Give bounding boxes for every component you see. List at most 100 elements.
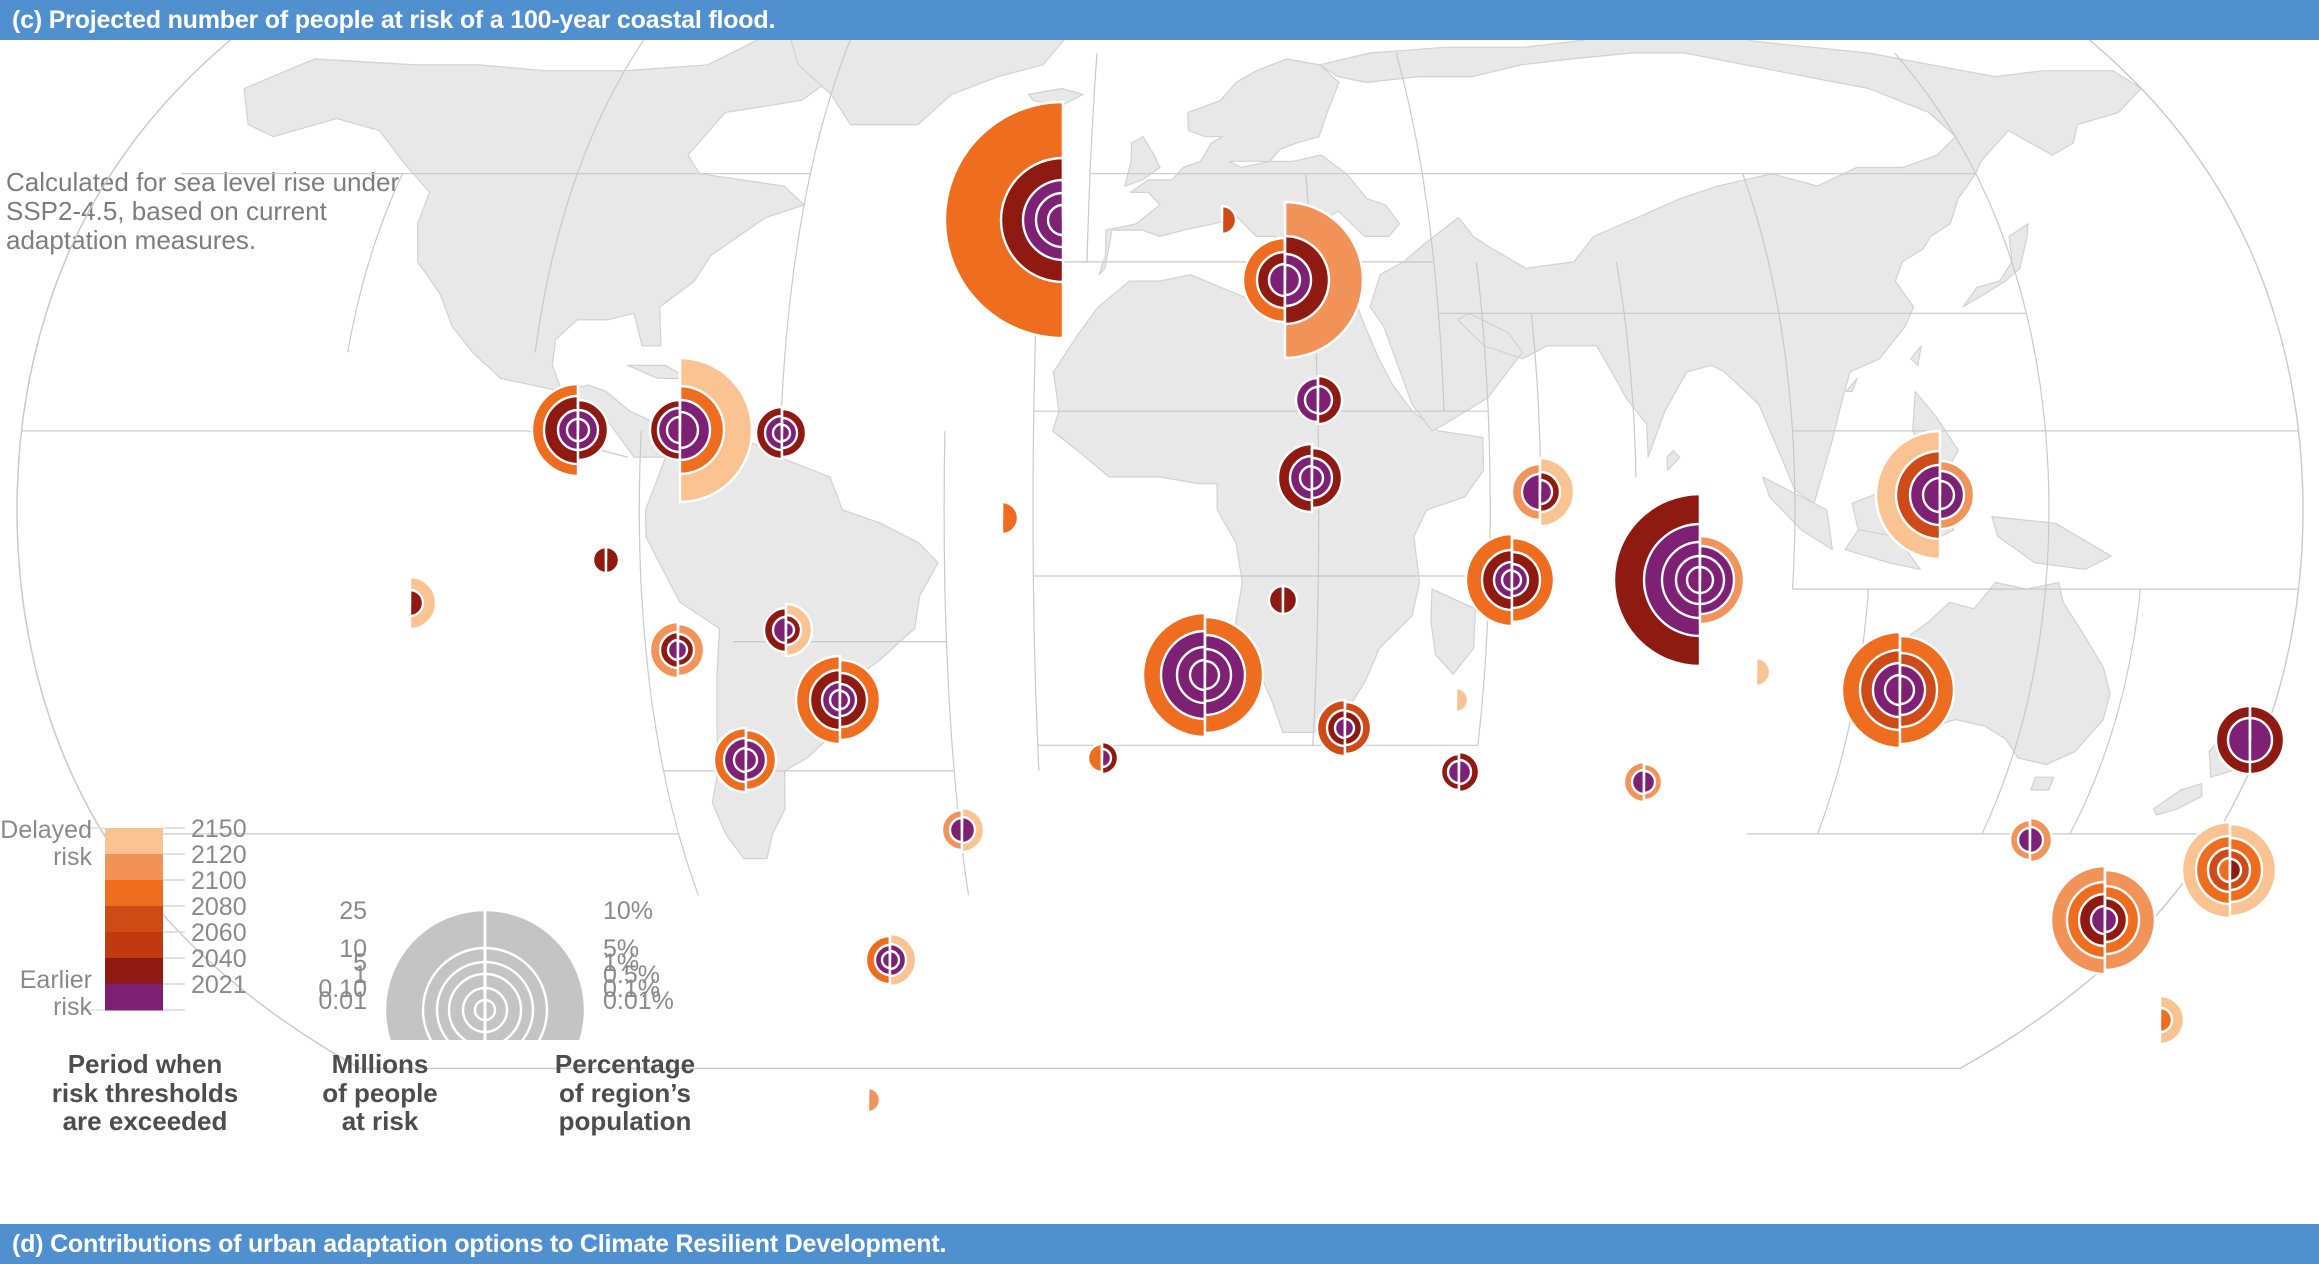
landmass-indonesia-2 — [1844, 529, 1921, 570]
size-ring-right-5 — [483, 998, 497, 1022]
landmass-uk — [1124, 136, 1161, 187]
region-boundary — [1981, 589, 2047, 835]
color-legend-caption-l1: Period when — [67, 1049, 223, 1079]
landmass-japan — [1962, 223, 2029, 308]
band-year-2150: 2150 — [191, 815, 247, 843]
risk-glyph-central-asia-caspian[interactable] — [1754, 656, 1772, 688]
banner-c-title: (c) Projected number of people at risk o… — [12, 5, 776, 34]
size-tick-right-10%: 10% — [603, 897, 653, 925]
landmass-iceland — [1027, 87, 1084, 107]
risk-glyph-australia-east[interactable] — [2049, 864, 2157, 976]
risk-glyph-europe-black-sea[interactable] — [1276, 442, 1344, 514]
region-boundary — [1530, 313, 1542, 478]
band-year-2040: 2040 — [191, 945, 247, 973]
risk-glyph-africa-central-east[interactable] — [1315, 698, 1373, 758]
size-ring-right-2 — [483, 960, 535, 1040]
size-tick-left-0.01: 0.01 — [318, 987, 367, 1015]
risk-glyph-south-america-northeast[interactable] — [794, 654, 882, 746]
region-boundary — [16, 173, 112, 835]
risk-glyph-southeast-asia-mainland[interactable] — [1840, 630, 1956, 750]
landmass-indonesia-1 — [1762, 476, 1833, 551]
risk-glyph-middle-east-levant[interactable] — [1510, 456, 1576, 528]
risk-glyph-central-america-pacific[interactable] — [1000, 500, 1020, 536]
banner-d-title: (d) Contributions of urban adaptation op… — [12, 1229, 947, 1258]
size-left-l3: at risk — [341, 1106, 419, 1137]
risk-glyph-east-africa-horn[interactable] — [1439, 750, 1481, 794]
risk-glyph-west-africa-atlantic[interactable] — [1086, 740, 1120, 776]
size-legend-right-caption: Percentage of region’s population — [525, 1050, 725, 1136]
risk-glyph-caribbean-west[interactable] — [648, 620, 706, 680]
region-boundary — [1086, 52, 1098, 262]
size-left-l2: of people — [322, 1077, 438, 1108]
size-right-l1: Percentage — [554, 1049, 696, 1079]
landmass-new-guinea — [1991, 516, 2112, 570]
region-boundary — [534, 40, 645, 353]
risk-glyph-south-america-southeast[interactable] — [864, 932, 918, 988]
map-region-borders — [16, 40, 2304, 1070]
band-year-2060: 2060 — [191, 919, 247, 947]
risk-glyph-africa-sahel[interactable] — [1267, 584, 1299, 616]
delayed-risk-label-2: risk — [53, 843, 92, 871]
risk-glyph-south-america-east[interactable] — [940, 806, 986, 854]
size-right-l3: population — [558, 1106, 692, 1137]
region-boundary — [1894, 52, 2050, 590]
world-map — [16, 40, 2304, 1114]
section-banner-d: (d) Contributions of urban adaptation op… — [0, 1224, 2319, 1264]
risk-glyph-north-america-northwest[interactable] — [530, 382, 610, 478]
size-ring-left-2 — [435, 960, 487, 1040]
risk-glyph-south-america-north[interactable] — [712, 726, 778, 794]
size-ring-right-4 — [483, 986, 509, 1034]
color-legend-caption-l2: risk thresholds — [51, 1077, 239, 1108]
size-tick-right-5%: 5% — [603, 935, 639, 963]
risk-glyph-southeast-asia-bay[interactable] — [1622, 760, 1664, 804]
risk-glyph-southeast-asia-indonesia[interactable] — [2008, 816, 2054, 864]
color-band-2060 — [105, 932, 163, 959]
risk-glyph-north-africa-mediterranean[interactable] — [1141, 611, 1265, 739]
landmass-greenland — [790, 40, 1065, 126]
risk-glyph-north-america-southwest[interactable] — [591, 545, 621, 575]
risk-glyph-philippines-pacific[interactable] — [2214, 704, 2286, 776]
band-year-2120: 2120 — [191, 841, 247, 869]
size-ring-right-3 — [483, 972, 523, 1040]
color-band-2150 — [105, 828, 163, 855]
risk-glyph-greenland-arctic[interactable] — [943, 100, 1065, 340]
landmass-madagascar — [1430, 588, 1477, 675]
risk-glyph-pacific-islands-fiji[interactable] — [2180, 820, 2278, 920]
risk-glyph-north-america-northeast[interactable] — [754, 405, 808, 461]
risk-glyph-middle-east-gulf[interactable] — [1464, 532, 1556, 628]
risk-glyph-north-america-northcentral[interactable] — [648, 356, 754, 504]
size-tick-right-0.5%: 0.5% — [603, 961, 660, 989]
band-year-2080: 2080 — [191, 893, 247, 921]
risk-glyph-north-atlantic-island[interactable] — [1220, 204, 1238, 236]
risk-glyph-south-america-south[interactable] — [866, 1086, 882, 1114]
color-legend-caption: Period when risk thresholds are exceeded — [30, 1050, 260, 1136]
risk-glyph-hawaii-small[interactable] — [408, 575, 438, 631]
size-tick-left-1: 1 — [353, 961, 367, 989]
size-legend-left-caption: Millions of people at risk — [300, 1050, 460, 1136]
landmass-new-zealand-s — [2153, 783, 2203, 816]
size-ring-left-4 — [461, 986, 487, 1034]
risk-glyph-south-asia-india[interactable] — [1612, 492, 1746, 668]
risk-glyph-europe-baltic[interactable] — [1294, 374, 1344, 426]
region-boundary — [1032, 261, 1040, 771]
region-boundary — [347, 173, 404, 353]
landmass-asia — [1319, 40, 2142, 504]
region-boundary — [1475, 261, 1491, 746]
size-ring-right-1 — [483, 946, 549, 1040]
color-band-2100 — [105, 880, 163, 907]
risk-glyph-caribbean-east[interactable] — [762, 602, 814, 658]
size-tick-right-0.01%: 0.01% — [603, 987, 674, 1015]
size-tick-left-0.10: 0.10 — [318, 975, 367, 1003]
risk-glyph-east-asia-china[interactable] — [1874, 429, 1976, 561]
map-note: Calculated for sea level rise under SSP2… — [6, 167, 400, 256]
risk-glyph-indian-ocean-island[interactable] — [1454, 686, 1470, 714]
earlier-risk-label: Earlier — [20, 966, 92, 994]
size-tick-left-25: 25 — [339, 897, 367, 925]
size-right-l2: of region’s — [559, 1077, 691, 1108]
region-boundary — [1742, 173, 1796, 590]
size-ring-left-3 — [447, 972, 487, 1040]
risk-glyph-new-zealand[interactable] — [2158, 994, 2186, 1046]
risk-glyph-europe-northwest[interactable] — [1241, 200, 1365, 360]
